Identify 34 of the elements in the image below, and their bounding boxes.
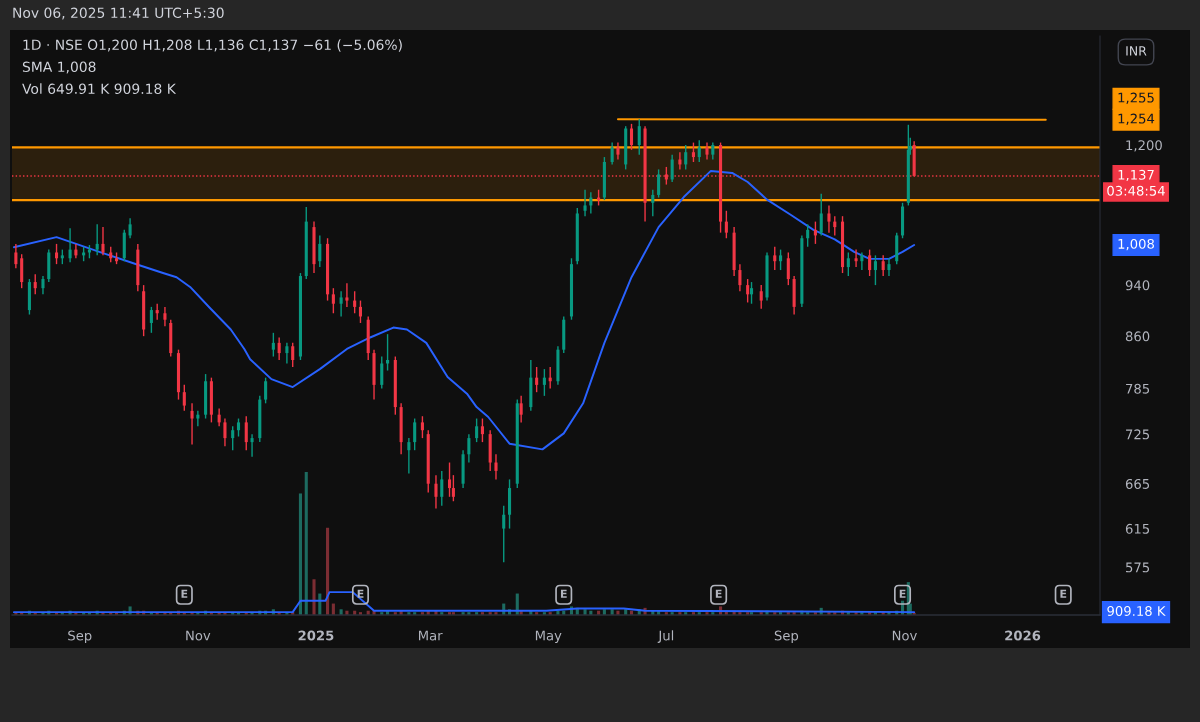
- x-tick-label: 2026: [1005, 630, 1041, 641]
- y-tick-label: 940: [1125, 280, 1150, 291]
- annotation: E: [357, 589, 364, 598]
- annotation: Vol 649.91 K 909.18 K: [22, 83, 177, 95]
- x-tick-label: Sep: [68, 630, 92, 644]
- annotation: E: [899, 589, 906, 598]
- text: 1,008: [1118, 238, 1154, 251]
- annotation: E: [1060, 589, 1067, 598]
- text: 1,255: [1118, 92, 1154, 104]
- text: 909.18 K: [1107, 605, 1166, 616]
- text: Nov 06, 2025 11:41 UTC+5:30: [13, 7, 224, 20]
- y-tick-label: 860: [1125, 331, 1150, 342]
- y-tick-label: 575: [1126, 562, 1150, 573]
- y-tick-label: 665: [1125, 478, 1150, 489]
- y-tick-label: 615: [1125, 523, 1150, 534]
- text: INR: [1126, 46, 1147, 56]
- annotation: SMA 1,008: [22, 61, 96, 74]
- y-tick-label: 785: [1126, 383, 1150, 394]
- annotation: E: [715, 589, 722, 598]
- x-tick-label: 2025: [298, 630, 334, 641]
- y-tick-label: 725: [1126, 429, 1150, 440]
- annotation: E: [181, 589, 188, 598]
- x-tick-label: Mar: [419, 630, 443, 641]
- text: 1,254: [1118, 113, 1155, 125]
- ref-line-label: 1,137: [1118, 169, 1154, 182]
- annotation: E: [560, 589, 567, 598]
- x-tick-label: Nov: [186, 630, 211, 641]
- x-tick-label: Jul: [657, 630, 674, 643]
- chart-title: 1D · NSE O1,200 H1,208 L1,136 C1,137 −61 (−5.06%): [23, 39, 402, 52]
- y-tick-label: 1,200: [1126, 140, 1162, 152]
- x-tick-label: Nov: [892, 630, 917, 641]
- text: 03:48:54: [1107, 185, 1165, 196]
- x-tick-label: Sep: [774, 630, 799, 644]
- x-tick-label: May: [535, 630, 562, 644]
